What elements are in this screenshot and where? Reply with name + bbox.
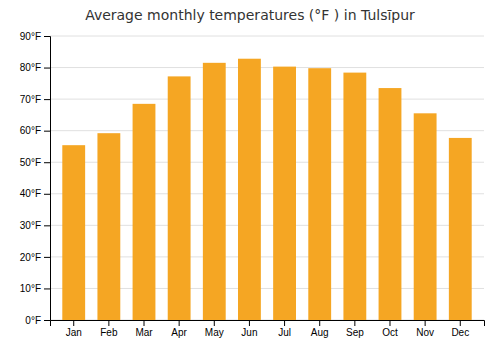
grid-line xyxy=(50,36,484,37)
y-tick-label: 60°F xyxy=(20,125,41,136)
y-tick: 70°F xyxy=(20,94,50,105)
x-tick-label: Sep xyxy=(346,327,364,338)
x-tick-mark xyxy=(214,320,215,326)
x-tick-label: Jun xyxy=(241,327,257,338)
x-axis: Jan Feb Mar Apr May Jun Jul Aug Sep Oct Nov Dec xyxy=(51,320,485,338)
x-tick-mark xyxy=(460,320,461,326)
x-tick-label: May xyxy=(205,327,224,338)
y-tick-mark xyxy=(44,36,50,37)
y-tick-label: 50°F xyxy=(20,157,41,168)
y-tick: 60°F xyxy=(20,125,50,136)
bar xyxy=(168,76,191,320)
x-tick: Nov xyxy=(416,320,434,338)
x-tick-label: Feb xyxy=(100,327,118,338)
title: Average monthly temperatures (°F ) in Tu… xyxy=(85,7,415,23)
x-tick-mark xyxy=(389,320,390,326)
y-tick-label: 0°F xyxy=(25,315,41,326)
bar xyxy=(273,67,296,320)
x-tick-mark xyxy=(108,320,109,326)
x-tick: Sep xyxy=(346,320,364,338)
y-tick: 0°F xyxy=(25,315,50,326)
x-tick: Jun xyxy=(241,320,257,338)
y-tick-mark xyxy=(44,194,50,195)
x-tick: Oct xyxy=(382,320,398,338)
bar xyxy=(414,113,437,320)
x-tick-label: Mar xyxy=(135,327,153,338)
grid-line xyxy=(50,99,484,100)
y-axis: 0°F 10°F 20°F 30°F 40°F 50°F 60°F 70°F 80°F 90°F xyxy=(20,31,51,326)
grid-line xyxy=(50,67,484,68)
y-axis-line xyxy=(44,37,51,321)
x-tick-mark xyxy=(179,320,180,326)
y-tick: 30°F xyxy=(20,220,50,231)
x-tick-label: Jul xyxy=(278,327,291,338)
x-tick-mark xyxy=(425,320,426,326)
x-tick-label: Oct xyxy=(382,327,398,338)
y-tick-mark xyxy=(44,99,50,100)
y-tick-label: 20°F xyxy=(20,252,41,263)
x-tick-label: Aug xyxy=(311,327,329,338)
y-tick: 80°F xyxy=(20,62,50,73)
y-tick-label: 40°F xyxy=(20,188,41,199)
bar xyxy=(97,133,120,320)
bar xyxy=(238,59,261,320)
y-tick-label: 80°F xyxy=(20,62,41,73)
y-tick-mark xyxy=(44,131,50,132)
bar xyxy=(62,145,85,320)
grid xyxy=(50,36,484,320)
y-tick-label: 30°F xyxy=(20,220,41,231)
x-tick-mark xyxy=(284,320,285,326)
x-tick-mark xyxy=(354,320,355,326)
x-tick: Mar xyxy=(135,320,153,338)
x-tick: Apr xyxy=(171,320,187,338)
bar xyxy=(308,68,331,320)
bar xyxy=(449,138,472,320)
x-tick: Dec xyxy=(451,320,469,338)
x-tick: Feb xyxy=(100,320,118,338)
x-tick: Jul xyxy=(278,320,291,338)
y-tick-label: 90°F xyxy=(20,31,41,42)
y-tick-mark xyxy=(44,162,50,163)
x-tick-label: Jan xyxy=(66,327,82,338)
bar xyxy=(133,104,156,320)
bar xyxy=(343,73,366,320)
y-tick: 20°F xyxy=(20,252,50,263)
x-axis-line xyxy=(51,321,485,327)
y-tick: 10°F xyxy=(20,283,50,294)
y-tick-mark xyxy=(44,288,50,289)
y-tick: 90°F xyxy=(20,31,50,42)
y-tick-label: 10°F xyxy=(20,283,41,294)
bar xyxy=(203,63,226,320)
plot: 0°F 10°F 20°F 30°F 40°F 50°F 60°F 70°F 80°F 90°F J… xyxy=(20,31,485,338)
x-tick-mark xyxy=(319,320,320,326)
bar xyxy=(379,88,402,320)
y-tick: 40°F xyxy=(20,188,50,199)
x-tick-label: Nov xyxy=(416,327,434,338)
x-tick: Aug xyxy=(311,320,329,338)
x-tick-mark xyxy=(73,320,74,326)
x-tick-mark xyxy=(249,320,250,326)
x-tick: May xyxy=(205,320,224,338)
x-tick-label: Dec xyxy=(451,327,469,338)
y-tick-mark xyxy=(44,320,50,321)
x-tick: Jan xyxy=(66,320,82,338)
chart: Average monthly temperatures (°F ) in Tu… xyxy=(0,0,500,350)
y-tick-label: 70°F xyxy=(20,94,41,105)
bars xyxy=(62,59,471,320)
x-tick-mark xyxy=(144,320,145,326)
x-tick-label: Apr xyxy=(171,327,187,338)
y-tick-mark xyxy=(44,225,50,226)
y-tick-mark xyxy=(44,68,50,69)
y-tick: 50°F xyxy=(20,157,50,168)
y-tick-mark xyxy=(44,257,50,258)
